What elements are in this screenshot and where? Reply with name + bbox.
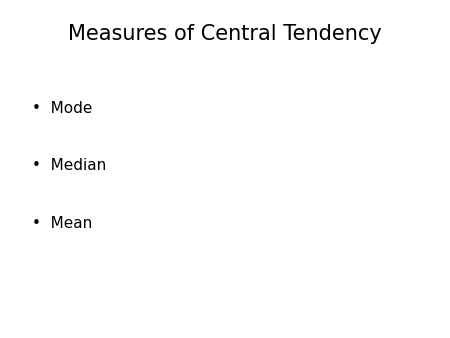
Text: Measures of Central Tendency: Measures of Central Tendency xyxy=(68,24,382,44)
Text: •  Mean: • Mean xyxy=(32,216,92,231)
Text: •  Mode: • Mode xyxy=(32,101,92,116)
Text: •  Median: • Median xyxy=(32,158,106,173)
